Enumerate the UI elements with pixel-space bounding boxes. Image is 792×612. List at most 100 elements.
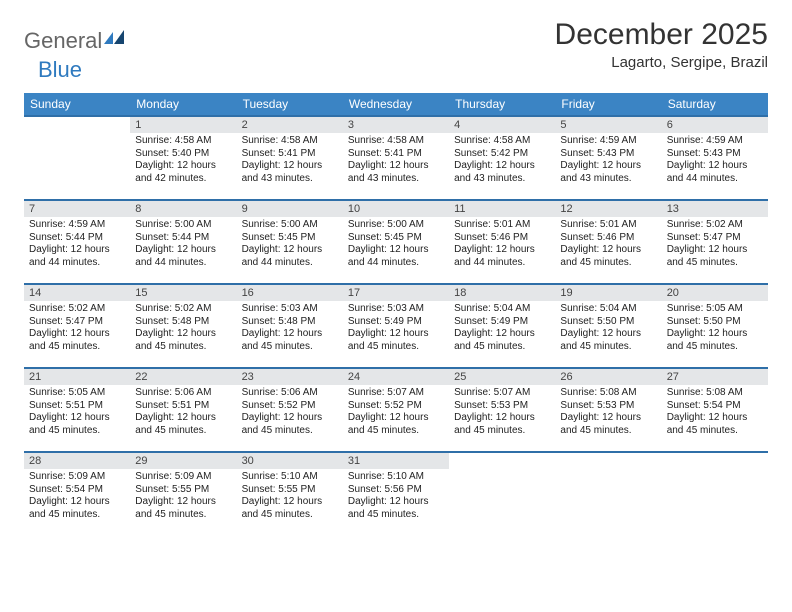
day-body: Sunrise: 4:58 AMSunset: 5:42 PMDaylight:… bbox=[449, 133, 555, 189]
day-body: Sunrise: 5:00 AMSunset: 5:45 PMDaylight:… bbox=[237, 217, 343, 273]
daylight-text: Daylight: 12 hours and 45 minutes. bbox=[454, 412, 535, 436]
day-number: 27 bbox=[662, 367, 768, 385]
weekday-header: Tuesday bbox=[237, 93, 343, 115]
calendar-day-cell: 14Sunrise: 5:02 AMSunset: 5:47 PMDayligh… bbox=[24, 283, 130, 367]
day-number: 17 bbox=[343, 283, 449, 301]
sunrise-text: Sunrise: 5:06 AM bbox=[242, 387, 318, 398]
weekday-header: Monday bbox=[130, 93, 236, 115]
weekday-header: Wednesday bbox=[343, 93, 449, 115]
day-body: Sunrise: 4:58 AMSunset: 5:41 PMDaylight:… bbox=[237, 133, 343, 189]
sunset-text: Sunset: 5:52 PM bbox=[242, 400, 316, 411]
sunrise-text: Sunrise: 5:01 AM bbox=[454, 219, 530, 230]
daylight-text: Daylight: 12 hours and 45 minutes. bbox=[242, 328, 323, 352]
sunrise-text: Sunrise: 4:59 AM bbox=[560, 135, 636, 146]
day-body: Sunrise: 5:07 AMSunset: 5:53 PMDaylight:… bbox=[449, 385, 555, 441]
sunrise-text: Sunrise: 4:59 AM bbox=[29, 219, 105, 230]
day-body: Sunrise: 4:59 AMSunset: 5:43 PMDaylight:… bbox=[555, 133, 661, 189]
sunrise-text: Sunrise: 5:07 AM bbox=[348, 387, 424, 398]
calendar-day-cell: 29Sunrise: 5:09 AMSunset: 5:55 PMDayligh… bbox=[130, 451, 236, 535]
sunrise-text: Sunrise: 5:04 AM bbox=[454, 303, 530, 314]
calendar-day-cell: 9Sunrise: 5:00 AMSunset: 5:45 PMDaylight… bbox=[237, 199, 343, 283]
sunrise-text: Sunrise: 5:08 AM bbox=[560, 387, 636, 398]
calendar-day-cell: 3Sunrise: 4:58 AMSunset: 5:41 PMDaylight… bbox=[343, 115, 449, 199]
day-number: 7 bbox=[24, 199, 130, 217]
sunset-text: Sunset: 5:48 PM bbox=[135, 316, 209, 327]
calendar-day-cell: 23Sunrise: 5:06 AMSunset: 5:52 PMDayligh… bbox=[237, 367, 343, 451]
calendar-week-row: 1Sunrise: 4:58 AMSunset: 5:40 PMDaylight… bbox=[24, 115, 768, 199]
calendar-day-cell: 26Sunrise: 5:08 AMSunset: 5:53 PMDayligh… bbox=[555, 367, 661, 451]
weekday-header: Thursday bbox=[449, 93, 555, 115]
day-body: Sunrise: 5:02 AMSunset: 5:48 PMDaylight:… bbox=[130, 301, 236, 357]
daylight-text: Daylight: 12 hours and 44 minutes. bbox=[454, 244, 535, 268]
daylight-text: Daylight: 12 hours and 43 minutes. bbox=[348, 160, 429, 184]
sunset-text: Sunset: 5:50 PM bbox=[667, 316, 741, 327]
calendar-day-cell: 16Sunrise: 5:03 AMSunset: 5:48 PMDayligh… bbox=[237, 283, 343, 367]
day-body: Sunrise: 5:01 AM Sunset: 5:46 PMDaylight:… bbox=[449, 217, 555, 273]
calendar-page: General December 2025 Lagarto, Sergipe, … bbox=[0, 0, 792, 545]
day-number: 18 bbox=[449, 283, 555, 301]
calendar-day-cell: 1Sunrise: 4:58 AMSunset: 5:40 PMDaylight… bbox=[130, 115, 236, 199]
calendar-day-cell: 24Sunrise: 5:07 AMSunset: 5:52 PMDayligh… bbox=[343, 367, 449, 451]
daylight-text: Daylight: 12 hours and 45 minutes. bbox=[29, 412, 110, 436]
calendar-week-row: 28Sunrise: 5:09 AMSunset: 5:54 PMDayligh… bbox=[24, 451, 768, 535]
sunrise-text: Sunrise: 4:58 AM bbox=[242, 135, 318, 146]
day-body: Sunrise: 5:09 AMSunset: 5:54 PMDaylight:… bbox=[24, 469, 130, 525]
day-body: Sunrise: 5:08 AMSunset: 5:53 PMDaylight:… bbox=[555, 385, 661, 441]
sunrise-text: Sunrise: 5:02 AM bbox=[29, 303, 105, 314]
calendar-day-cell: 6Sunrise: 4:59 AMSunset: 5:43 PMDaylight… bbox=[662, 115, 768, 199]
sunset-text: Sunset: 5:50 PM bbox=[560, 316, 634, 327]
sunset-text: Sunset: 5:47 PM bbox=[667, 232, 741, 243]
day-body: Sunrise: 5:06 AMSunset: 5:51 PMDaylight:… bbox=[130, 385, 236, 441]
day-number: 19 bbox=[555, 283, 661, 301]
day-number: 2 bbox=[237, 115, 343, 133]
daylight-text: Daylight: 12 hours and 45 minutes. bbox=[135, 496, 216, 520]
weekday-header: Sunday bbox=[24, 93, 130, 115]
sunrise-text: Sunrise: 5:10 AM bbox=[348, 471, 424, 482]
daylight-text: Daylight: 12 hours and 45 minutes. bbox=[135, 412, 216, 436]
sunrise-text: Sunrise: 5:02 AM bbox=[135, 303, 211, 314]
day-body: Sunrise: 5:04 AMSunset: 5:50 PMDaylight:… bbox=[555, 301, 661, 357]
day-body: Sunrise: 5:10 AMSunset: 5:56 PMDaylight:… bbox=[343, 469, 449, 525]
day-number: 31 bbox=[343, 451, 449, 469]
logo-text-2: Blue bbox=[38, 57, 82, 83]
day-body: Sunrise: 4:58 AMSunset: 5:41 PMDaylight:… bbox=[343, 133, 449, 189]
sunrise-text: Sunrise: 5:09 AM bbox=[29, 471, 105, 482]
sunset-text: Sunset: 5:45 PM bbox=[242, 232, 316, 243]
calendar-day-cell: 25Sunrise: 5:07 AMSunset: 5:53 PMDayligh… bbox=[449, 367, 555, 451]
sunset-text: Sunset: 5:48 PM bbox=[242, 316, 316, 327]
sunset-text: Sunset: 5:43 PM bbox=[667, 148, 741, 159]
day-body: Sunrise: 4:58 AMSunset: 5:40 PMDaylight:… bbox=[130, 133, 236, 189]
day-number: 24 bbox=[343, 367, 449, 385]
day-body: Sunrise: 5:01 AMSunset: 5:46 PMDaylight:… bbox=[555, 217, 661, 273]
day-body: Sunrise: 4:59 AMSunset: 5:43 PMDaylight:… bbox=[662, 133, 768, 189]
sunset-text: Sunset: 5:40 PM bbox=[135, 148, 209, 159]
sunset-text: Sunset: 5:43 PM bbox=[560, 148, 634, 159]
daylight-text: Daylight: 12 hours and 45 minutes. bbox=[667, 412, 748, 436]
calendar-day-cell: 28Sunrise: 5:09 AMSunset: 5:54 PMDayligh… bbox=[24, 451, 130, 535]
day-number: 11 bbox=[449, 199, 555, 217]
daylight-text: Daylight: 12 hours and 43 minutes. bbox=[454, 160, 535, 184]
calendar-day-cell: 4Sunrise: 4:58 AMSunset: 5:42 PMDaylight… bbox=[449, 115, 555, 199]
calendar-day-cell: 2Sunrise: 4:58 AMSunset: 5:41 PMDaylight… bbox=[237, 115, 343, 199]
sunrise-text: Sunrise: 5:04 AM bbox=[560, 303, 636, 314]
calendar-day-cell: 10Sunrise: 5:00 AMSunset: 5:45 PMDayligh… bbox=[343, 199, 449, 283]
sunrise-text: Sunrise: 5:10 AM bbox=[242, 471, 318, 482]
day-number: 15 bbox=[130, 283, 236, 301]
sunset-text: Sunset: 5:55 PM bbox=[242, 484, 316, 495]
day-body: Sunrise: 5:03 AMSunset: 5:48 PMDaylight:… bbox=[237, 301, 343, 357]
sunrise-text: Sunrise: 5:03 AM bbox=[348, 303, 424, 314]
sunset-text: Sunset: 5:52 PM bbox=[348, 400, 422, 411]
day-number: 29 bbox=[130, 451, 236, 469]
daylight-text: Daylight: 12 hours and 45 minutes. bbox=[348, 328, 429, 352]
calendar-day-cell: 22Sunrise: 5:06 AMSunset: 5:51 PMDayligh… bbox=[130, 367, 236, 451]
calendar-day-cell: 12Sunrise: 5:01 AMSunset: 5:46 PMDayligh… bbox=[555, 199, 661, 283]
daylight-text: Daylight: 12 hours and 44 minutes. bbox=[667, 160, 748, 184]
calendar-day-cell: 8Sunrise: 5:00 AMSunset: 5:44 PMDaylight… bbox=[130, 199, 236, 283]
day-body: Sunrise: 5:02 AMSunset: 5:47 PMDaylight:… bbox=[662, 217, 768, 273]
sunset-text: Sunset: 5:41 PM bbox=[242, 148, 316, 159]
day-number: 6 bbox=[662, 115, 768, 133]
sunset-text: Sunset: 5:46 PM bbox=[560, 232, 634, 243]
day-number: 28 bbox=[24, 451, 130, 469]
sunset-text: Sunset: 5:46 PM bbox=[454, 232, 528, 243]
weekday-header: Saturday bbox=[662, 93, 768, 115]
